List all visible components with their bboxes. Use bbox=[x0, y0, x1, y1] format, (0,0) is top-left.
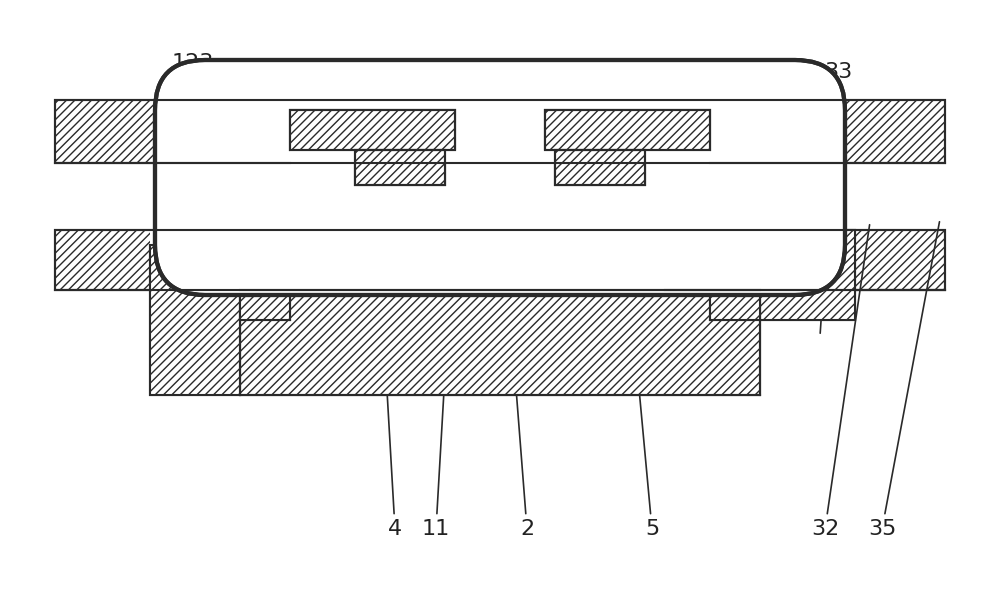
Bar bbox=[150, 230, 240, 290]
Bar bbox=[555, 150, 645, 185]
Text: 5: 5 bbox=[620, 186, 659, 539]
Bar bbox=[760, 230, 855, 320]
Bar bbox=[55, 100, 945, 163]
Bar bbox=[290, 150, 710, 163]
Bar bbox=[290, 110, 455, 150]
Text: 123: 123 bbox=[172, 53, 214, 384]
Polygon shape bbox=[240, 230, 320, 320]
Bar bbox=[355, 150, 445, 185]
Bar bbox=[710, 260, 760, 320]
Bar bbox=[55, 230, 945, 290]
Bar bbox=[555, 150, 645, 185]
Bar bbox=[240, 230, 760, 395]
Bar bbox=[355, 150, 445, 185]
Bar bbox=[55, 100, 945, 163]
FancyBboxPatch shape bbox=[155, 60, 845, 295]
Text: 33: 33 bbox=[820, 62, 852, 333]
Text: 35: 35 bbox=[868, 222, 939, 539]
Polygon shape bbox=[760, 230, 855, 320]
Bar bbox=[240, 230, 320, 260]
Bar bbox=[290, 110, 455, 150]
Bar bbox=[55, 230, 945, 290]
Bar bbox=[150, 245, 240, 395]
Polygon shape bbox=[150, 245, 240, 395]
Bar bbox=[760, 230, 855, 290]
Bar bbox=[290, 110, 455, 150]
Text: 11: 11 bbox=[422, 186, 456, 539]
Bar bbox=[680, 230, 760, 260]
FancyBboxPatch shape bbox=[155, 60, 845, 295]
Bar bbox=[240, 260, 290, 320]
Bar bbox=[355, 150, 445, 185]
Text: 4: 4 bbox=[375, 186, 402, 539]
Polygon shape bbox=[680, 230, 760, 320]
Bar bbox=[555, 150, 645, 185]
Text: 32: 32 bbox=[811, 225, 870, 539]
Text: 12: 12 bbox=[500, 62, 557, 384]
Polygon shape bbox=[240, 230, 760, 395]
Bar bbox=[545, 110, 710, 150]
Bar bbox=[545, 110, 710, 150]
Text: 2: 2 bbox=[500, 186, 534, 539]
Bar bbox=[545, 110, 710, 150]
